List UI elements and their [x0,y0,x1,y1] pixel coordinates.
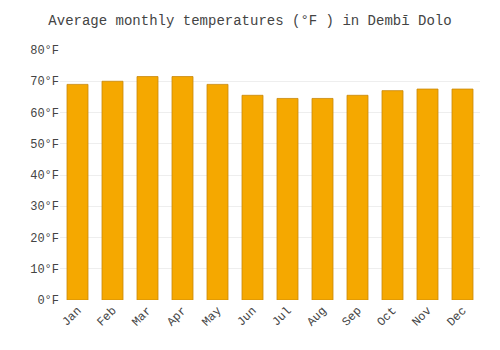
svg-text:Oct: Oct [374,304,399,329]
svg-text:10°F: 10°F [30,263,59,277]
svg-text:Jul: Jul [269,304,294,329]
svg-text:Jun: Jun [234,304,259,329]
svg-text:40°F: 40°F [30,169,59,183]
svg-text:50°F: 50°F [30,138,59,152]
svg-text:Average monthly temperatures (: Average monthly temperatures (°F ) in De… [48,13,451,29]
svg-text:May: May [199,304,224,329]
svg-text:Feb: Feb [94,304,119,329]
svg-text:20°F: 20°F [30,232,59,246]
svg-text:30°F: 30°F [30,200,59,214]
svg-text:80°F: 80°F [30,44,59,58]
svg-text:Jan: Jan [59,304,84,329]
svg-text:Apr: Apr [164,304,189,329]
svg-text:Dec: Dec [444,304,469,329]
svg-text:Mar: Mar [129,304,154,329]
svg-text:0°F: 0°F [37,294,59,308]
svg-text:Nov: Nov [409,304,434,329]
svg-text:Sep: Sep [339,304,364,329]
svg-text:60°F: 60°F [30,107,59,121]
svg-text:Aug: Aug [304,304,329,329]
svg-text:70°F: 70°F [30,75,59,89]
